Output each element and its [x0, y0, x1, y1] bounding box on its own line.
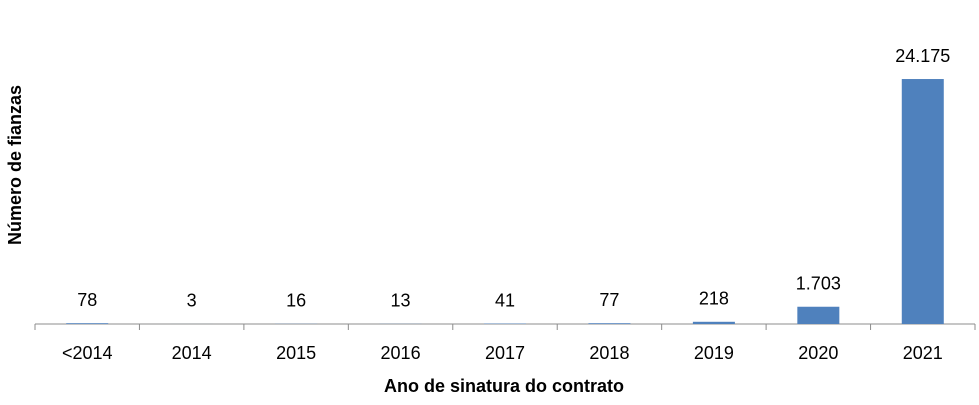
value-label: 218 [699, 289, 729, 309]
x-tick-label: 2016 [381, 343, 421, 363]
x-tick-label: 2018 [589, 343, 629, 363]
bar [66, 323, 109, 324]
y-axis-title: Número de fianzas [5, 85, 25, 245]
bar [797, 306, 840, 324]
value-label: 1.703 [796, 273, 841, 293]
bar [901, 79, 944, 324]
x-tick-label: 2019 [694, 343, 734, 363]
bar [692, 321, 735, 324]
x-tick-label: 2021 [903, 343, 943, 363]
x-tick-label: 2014 [172, 343, 212, 363]
value-label: 3 [187, 291, 197, 311]
value-label: 77 [599, 290, 619, 310]
value-label: 16 [286, 291, 306, 311]
x-tick-label: 2015 [276, 343, 316, 363]
value-label: 78 [77, 290, 97, 310]
x-tick-label: 2020 [798, 343, 838, 363]
bar [588, 323, 631, 324]
x-tick-label: 2017 [485, 343, 525, 363]
value-label: 41 [495, 290, 515, 310]
value-label: 24.175 [895, 46, 950, 66]
x-axis-title: Ano de sinatura do contrato [384, 376, 624, 396]
x-tick-label: <2014 [62, 343, 113, 363]
value-label: 13 [391, 291, 411, 311]
